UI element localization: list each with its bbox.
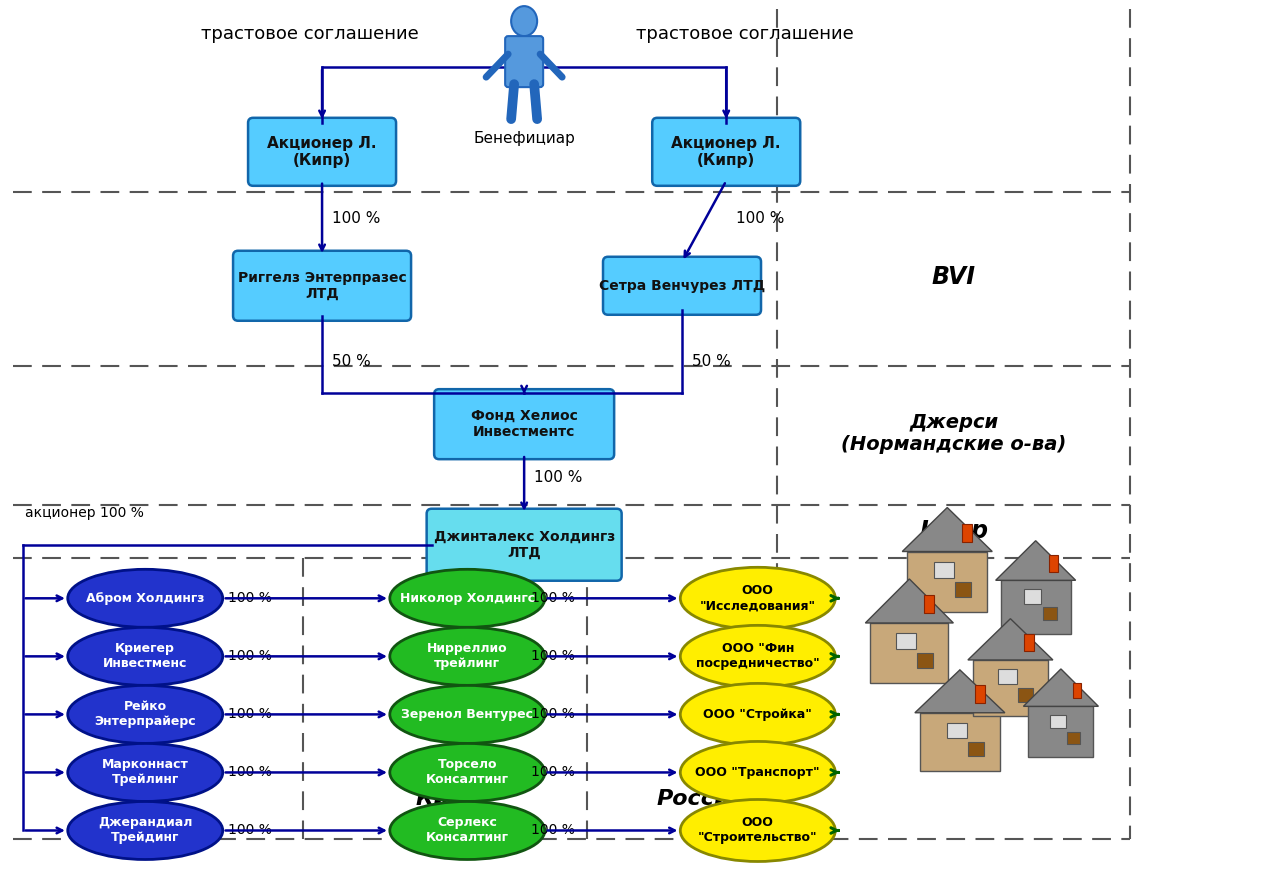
FancyBboxPatch shape: [933, 562, 954, 578]
Text: Абром Холдингз: Абром Холдингз: [86, 592, 205, 605]
Ellipse shape: [390, 570, 544, 627]
Ellipse shape: [681, 625, 835, 688]
FancyBboxPatch shape: [998, 670, 1017, 684]
FancyBboxPatch shape: [434, 389, 614, 459]
Text: ООО
"Исследования": ООО "Исследования": [700, 584, 816, 613]
FancyBboxPatch shape: [1024, 634, 1034, 651]
Text: 100 %: 100 %: [530, 823, 575, 838]
Ellipse shape: [681, 799, 835, 862]
Ellipse shape: [68, 686, 222, 743]
Text: 100 %: 100 %: [530, 649, 575, 663]
Text: Кипр: Кипр: [919, 520, 988, 543]
Ellipse shape: [390, 802, 544, 859]
FancyBboxPatch shape: [946, 722, 966, 739]
Text: 100 %: 100 %: [530, 707, 575, 722]
Text: Рейко
Энтерпрайерс: Рейко Энтерпрайерс: [95, 700, 196, 729]
Text: Торсело
Консалтинг: Торсело Консалтинг: [426, 758, 509, 787]
Text: Кипр: Кипр: [416, 789, 481, 809]
Text: 50 %: 50 %: [692, 355, 731, 369]
Text: Россия: Россия: [657, 789, 745, 809]
Polygon shape: [865, 579, 954, 623]
Text: Бенефициар: Бенефициар: [474, 131, 575, 146]
Text: 100 %: 100 %: [227, 591, 272, 605]
Ellipse shape: [512, 6, 537, 36]
FancyBboxPatch shape: [234, 251, 410, 321]
Ellipse shape: [390, 628, 544, 685]
FancyBboxPatch shape: [973, 660, 1048, 716]
FancyBboxPatch shape: [955, 581, 971, 597]
Text: 100 %: 100 %: [736, 212, 784, 226]
Polygon shape: [1023, 669, 1099, 706]
Text: Джерандиал
Трейдинг: Джерандиал Трейдинг: [99, 816, 192, 845]
Text: BVI: BVI: [932, 265, 975, 288]
Polygon shape: [967, 619, 1053, 660]
Polygon shape: [914, 670, 1005, 713]
FancyBboxPatch shape: [427, 509, 621, 580]
Text: 100 %: 100 %: [534, 471, 582, 485]
Text: ООО "Стройка": ООО "Стройка": [703, 708, 812, 721]
FancyBboxPatch shape: [967, 742, 984, 756]
Text: ООО "Транспорт": ООО "Транспорт": [696, 766, 820, 779]
Polygon shape: [995, 540, 1076, 580]
Text: 100 %: 100 %: [227, 823, 272, 838]
Text: 100 %: 100 %: [227, 707, 272, 722]
Text: Нирреллио
трейлинг: Нирреллио трейлинг: [427, 642, 508, 671]
Ellipse shape: [390, 744, 544, 801]
Text: Акционер Л.
(Кипр): Акционер Л. (Кипр): [268, 136, 376, 168]
FancyBboxPatch shape: [1048, 555, 1057, 572]
FancyBboxPatch shape: [652, 118, 801, 186]
FancyBboxPatch shape: [1074, 682, 1081, 698]
Ellipse shape: [681, 741, 835, 804]
Text: 100 %: 100 %: [227, 765, 272, 780]
Text: акционер 100 %: акционер 100 %: [25, 506, 144, 521]
Text: Зеренол Вентурес: Зеренол Вентурес: [402, 708, 533, 721]
Text: 100 %: 100 %: [227, 649, 272, 663]
FancyBboxPatch shape: [870, 623, 949, 683]
Text: трастовое соглашение: трастовое соглашение: [201, 25, 418, 43]
Text: Николор Холдингс: Николор Холдингс: [400, 592, 534, 605]
FancyBboxPatch shape: [602, 257, 762, 314]
FancyBboxPatch shape: [505, 36, 543, 88]
Text: Риггелз Энтерпразес
ЛТД: Риггелз Энтерпразес ЛТД: [237, 271, 407, 301]
FancyBboxPatch shape: [1043, 607, 1057, 621]
Text: Сетра Венчурез ЛТД: Сетра Венчурез ЛТД: [599, 279, 765, 293]
Text: 100 %: 100 %: [332, 212, 380, 226]
Ellipse shape: [68, 628, 222, 685]
Text: 100 %: 100 %: [530, 765, 575, 780]
Text: BVI: BVI: [131, 789, 172, 809]
Ellipse shape: [390, 686, 544, 743]
FancyBboxPatch shape: [1018, 688, 1033, 702]
FancyBboxPatch shape: [962, 523, 973, 542]
Text: ООО "Фин
посредничество": ООО "Фин посредничество": [696, 642, 820, 671]
Ellipse shape: [68, 744, 222, 801]
Text: Марконнаст
Трейлинг: Марконнаст Трейлинг: [102, 758, 188, 787]
FancyBboxPatch shape: [1067, 732, 1080, 744]
Text: Джерси
(Нормандские о-ва): Джерси (Нормандские о-ва): [841, 413, 1066, 454]
FancyBboxPatch shape: [1000, 580, 1071, 634]
Text: Акционер Л.
(Кипр): Акционер Л. (Кипр): [672, 136, 781, 168]
Polygon shape: [902, 507, 993, 552]
Text: 100 %: 100 %: [530, 591, 575, 605]
Ellipse shape: [681, 567, 835, 630]
Ellipse shape: [68, 570, 222, 627]
Text: Фонд Хелиос
Инвестментс: Фонд Хелиос Инвестментс: [471, 409, 577, 439]
FancyBboxPatch shape: [897, 633, 916, 649]
FancyBboxPatch shape: [1050, 714, 1066, 729]
FancyBboxPatch shape: [975, 686, 985, 704]
FancyBboxPatch shape: [919, 713, 1000, 771]
Text: Криегер
Инвестменс: Криегер Инвестменс: [104, 642, 187, 671]
FancyBboxPatch shape: [1024, 589, 1042, 604]
Text: трастовое соглашение: трастовое соглашение: [637, 25, 854, 43]
Text: Серлекс
Консалтинг: Серлекс Консалтинг: [426, 816, 509, 845]
Text: 50 %: 50 %: [332, 355, 371, 369]
Ellipse shape: [681, 683, 835, 746]
FancyBboxPatch shape: [925, 595, 933, 613]
FancyBboxPatch shape: [248, 118, 397, 186]
Text: ООО
"Строительство": ООО "Строительство": [698, 816, 817, 845]
FancyBboxPatch shape: [1028, 706, 1094, 757]
FancyBboxPatch shape: [917, 653, 933, 668]
Text: Джинталекс Холдингз
ЛТД: Джинталекс Холдингз ЛТД: [433, 530, 615, 560]
Ellipse shape: [68, 802, 222, 859]
FancyBboxPatch shape: [907, 552, 988, 612]
